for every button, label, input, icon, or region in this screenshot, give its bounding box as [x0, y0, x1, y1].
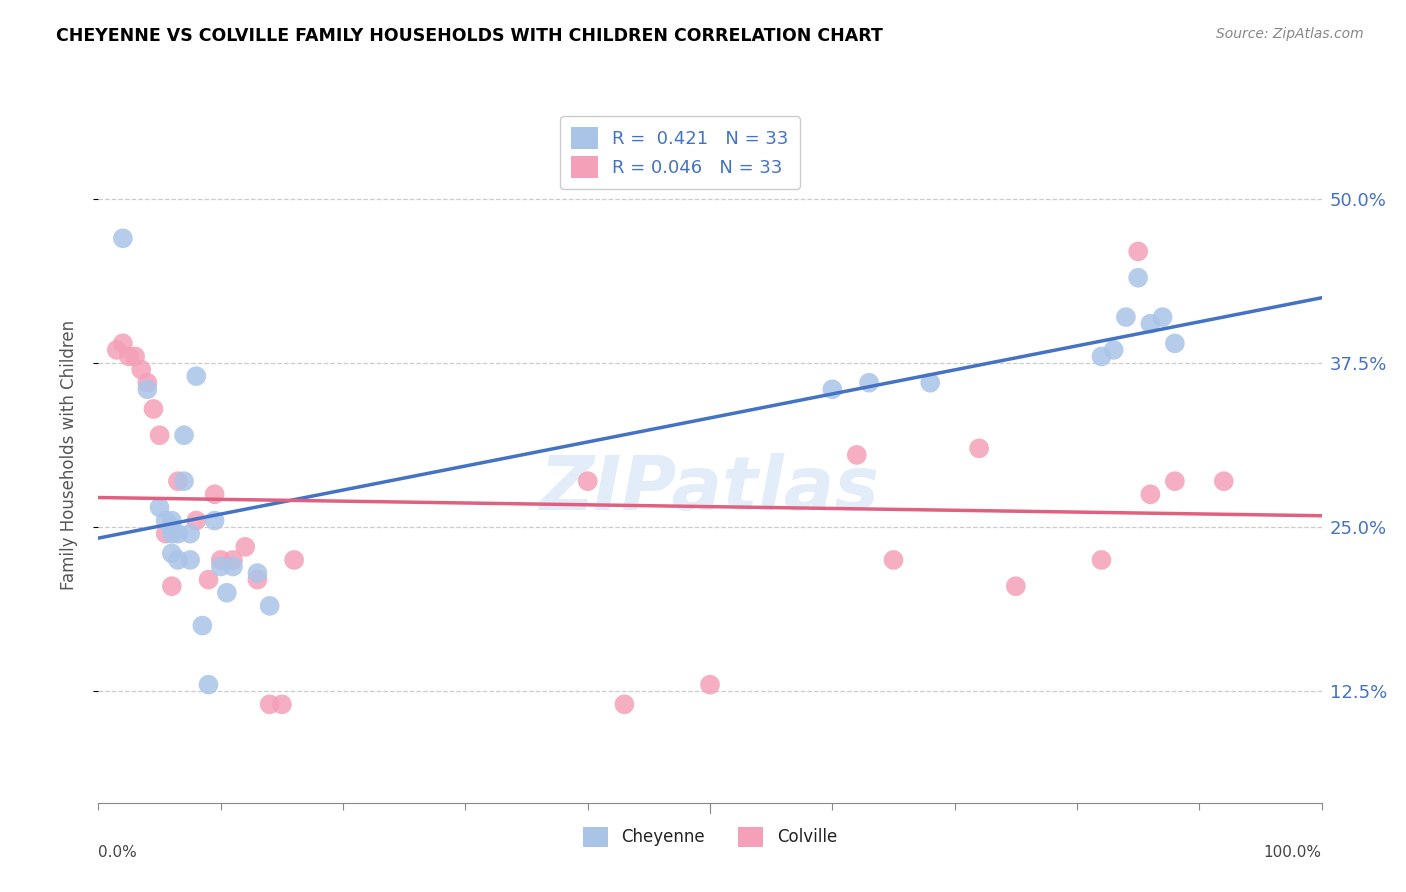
Point — [167, 553, 190, 567]
Point — [967, 442, 990, 456]
Point — [259, 599, 281, 613]
Point — [173, 428, 195, 442]
Point — [124, 350, 146, 364]
Point — [858, 376, 880, 390]
Point — [1128, 270, 1150, 285]
Point — [118, 350, 141, 364]
Point — [1212, 474, 1234, 488]
Point — [1128, 244, 1150, 259]
Text: 100.0%: 100.0% — [1264, 845, 1322, 860]
Point — [204, 487, 226, 501]
Point — [1115, 310, 1137, 324]
Text: Source: ZipAtlas.com: Source: ZipAtlas.com — [1216, 27, 1364, 41]
Point — [129, 362, 152, 376]
Point — [173, 474, 195, 488]
Point — [160, 520, 183, 534]
Point — [259, 698, 281, 712]
Point — [699, 678, 721, 692]
Point — [845, 448, 868, 462]
Point — [197, 678, 219, 692]
Y-axis label: Family Households with Children: Family Households with Children — [59, 320, 77, 590]
Point — [1164, 474, 1187, 488]
Point — [179, 553, 201, 567]
Point — [155, 526, 177, 541]
Point — [197, 573, 219, 587]
Point — [160, 546, 183, 560]
Point — [167, 474, 190, 488]
Point — [204, 514, 226, 528]
Point — [111, 231, 134, 245]
Point — [142, 401, 165, 416]
Point — [821, 382, 844, 396]
Text: ZIPatlas: ZIPatlas — [540, 453, 880, 526]
Point — [179, 526, 201, 541]
Point — [1164, 336, 1187, 351]
Text: CHEYENNE VS COLVILLE FAMILY HOUSEHOLDS WITH CHILDREN CORRELATION CHART: CHEYENNE VS COLVILLE FAMILY HOUSEHOLDS W… — [56, 27, 883, 45]
Point — [920, 376, 942, 390]
Point — [136, 376, 159, 390]
Point — [1139, 317, 1161, 331]
Point — [246, 566, 269, 580]
Point — [1102, 343, 1125, 357]
Point — [209, 553, 232, 567]
Point — [883, 553, 905, 567]
Point — [111, 336, 134, 351]
Point — [233, 540, 256, 554]
Point — [246, 573, 269, 587]
Point — [1004, 579, 1026, 593]
Point — [209, 559, 232, 574]
Point — [167, 526, 190, 541]
Point — [1090, 350, 1112, 364]
Point — [155, 514, 177, 528]
Point — [1090, 553, 1112, 567]
Point — [270, 698, 294, 712]
Point — [186, 514, 208, 528]
Point — [160, 514, 183, 528]
Point — [136, 382, 159, 396]
Point — [222, 559, 245, 574]
Legend: Cheyenne, Colville: Cheyenne, Colville — [576, 820, 844, 854]
Point — [160, 526, 183, 541]
Point — [613, 698, 636, 712]
Point — [1152, 310, 1174, 324]
Point — [576, 474, 599, 488]
Text: 0.0%: 0.0% — [98, 845, 138, 860]
Point — [149, 500, 172, 515]
Point — [215, 586, 238, 600]
Point — [105, 343, 128, 357]
Point — [1139, 487, 1161, 501]
Point — [222, 553, 245, 567]
Point — [149, 428, 172, 442]
Point — [186, 369, 208, 384]
Point — [160, 579, 183, 593]
Point — [283, 553, 305, 567]
Point — [191, 618, 214, 632]
